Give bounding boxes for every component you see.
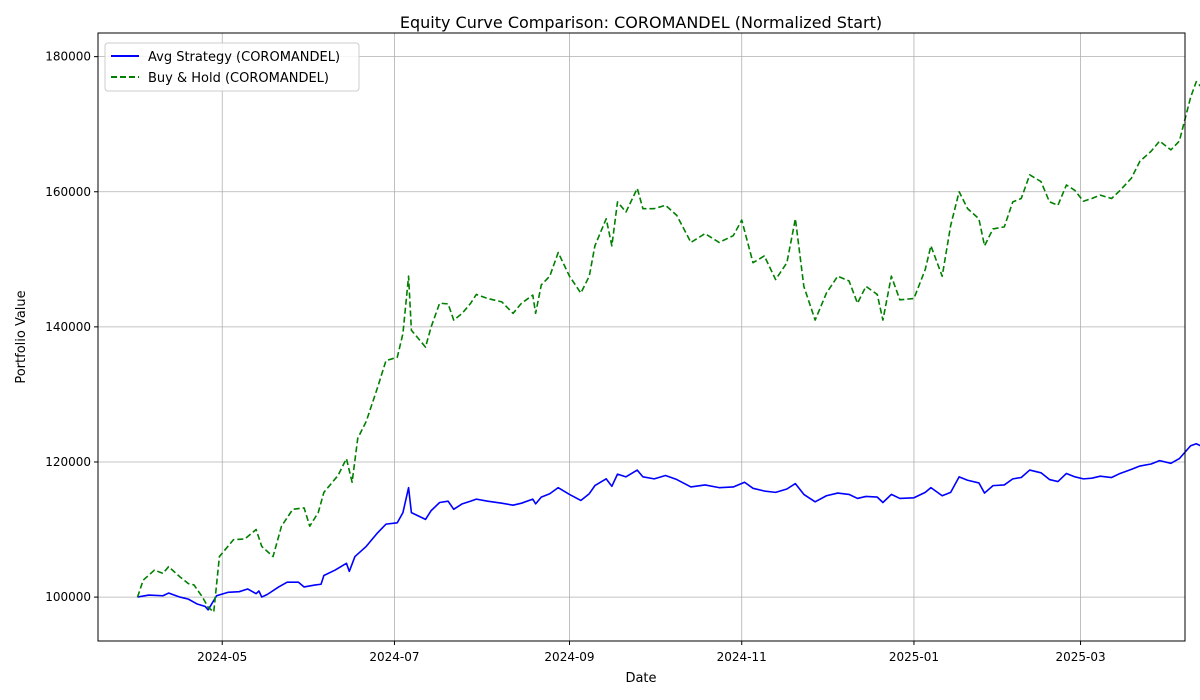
legend: Avg Strategy (COROMANDEL) Buy & Hold (CO… [104, 42, 360, 92]
series-line-buy-hold [136, 80, 1200, 613]
x-tick-label: 2024-05 [197, 650, 247, 664]
y-tick-label: 120000 [45, 455, 91, 469]
x-tick-label: 2024-07 [369, 650, 419, 664]
plot-frame [97, 32, 1186, 642]
y-tick-label: 180000 [45, 50, 91, 64]
axis-ticks: 2024-05 2024-07 2024-09 2024-11 2025-01 2025-… [45, 50, 1105, 664]
x-tick-label: 2024-11 [717, 650, 767, 664]
x-axis-label: Date [625, 671, 656, 686]
legend-label-avg-strategy: Avg Strategy (COROMANDEL) [148, 50, 340, 65]
series-line-avg-strategy [137, 442, 1200, 611]
y-tick-label: 140000 [45, 320, 91, 334]
x-tick-label: 2025-01 [889, 650, 939, 664]
legend-box [104, 42, 360, 92]
x-tick-label: 2025-03 [1055, 650, 1105, 664]
x-tick-label: 2024-09 [544, 650, 594, 664]
series-lines [136, 80, 1200, 613]
legend-label-buy-hold: Buy & Hold (COROMANDEL) [148, 71, 329, 86]
y-tick-label: 160000 [45, 185, 91, 199]
y-axis-label: Portfolio Value [14, 290, 29, 383]
chart-title: Equity Curve Comparison: COROMANDEL (Nor… [400, 13, 882, 32]
y-tick-label: 100000 [45, 590, 91, 604]
